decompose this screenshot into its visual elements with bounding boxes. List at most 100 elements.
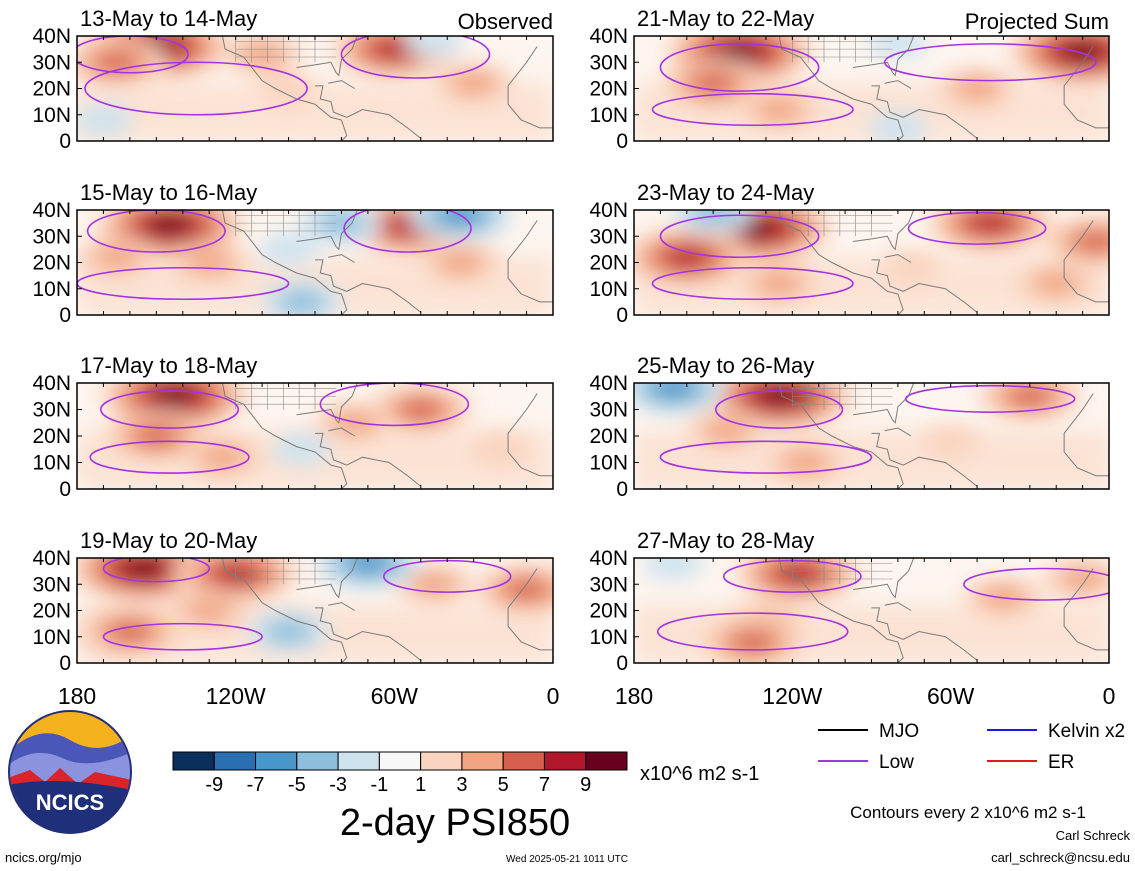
map-panel: 40N 30N 20N 10N 0 23-May to 24-May [589, 180, 1110, 327]
footer-author: Carl Schreck [1056, 828, 1131, 843]
low-contour [659, 214, 820, 259]
coastlines [221, 558, 553, 663]
lat-tick-label: 10N [589, 278, 628, 301]
lat-tick-label: 40N [589, 547, 628, 570]
coastlines [221, 383, 553, 489]
map-panel: 40N 30N 20N 10N 0 13-May to 14-May Observed [32, 6, 554, 153]
lat-tick-label: 30N [589, 51, 628, 74]
colorbar-tick-label: 3 [456, 774, 467, 796]
streamfunction-anomaly [1008, 385, 1052, 407]
low-contour [319, 383, 470, 427]
streamfunction-anomaly [238, 42, 286, 67]
streamfunction-anomaly [666, 247, 707, 267]
colorbar-tick-label: 7 [539, 774, 550, 796]
low-contour [84, 61, 308, 116]
lat-tick-label: 20N [32, 78, 71, 101]
panel-corner-label: Observed [458, 9, 553, 34]
streamfunction-anomaly [702, 418, 750, 443]
lat-tick-label: 20N [32, 252, 71, 275]
lat-tick-label: 40N [589, 372, 628, 395]
lon-tick-label: 180 [58, 683, 96, 709]
colorbar-swatch [543, 751, 587, 771]
lat-tick-label: 10N [589, 626, 628, 649]
lat-tick-label: 0 [59, 130, 71, 153]
streamfunction-anomaly [644, 558, 704, 580]
streamfunction-anomaly [399, 399, 442, 420]
streamfunction-anomaly [346, 558, 390, 574]
panel-date-label: 17-May to 18-May [80, 353, 257, 378]
low-contour [659, 440, 873, 474]
low-contours [77, 36, 491, 116]
streamfunction-anomaly [755, 271, 803, 296]
lon-tick-label: 0 [547, 683, 560, 709]
low-contours [77, 210, 472, 301]
lat-tick-label: 0 [59, 304, 71, 327]
streamfunction-anomaly [953, 76, 1001, 101]
map-panel: 40N 30N 20N 10N 0 21-May to 22-May Projected S… [589, 6, 1110, 153]
streamfunction-anomaly [150, 216, 189, 235]
lat-tick-label: 30N [32, 51, 71, 74]
low-contour [883, 43, 1097, 82]
colorbar-tick-label: -9 [205, 774, 223, 796]
lat-tick-label: 40N [32, 199, 71, 222]
figure-title: 2-day PSI850 [340, 802, 570, 844]
legend-label: Low [879, 752, 914, 773]
lat-tick-label: 30N [32, 399, 71, 422]
lat-tick-label: 30N [32, 573, 71, 596]
colorbar-tick-label: -1 [370, 774, 388, 796]
lat-tick-label: 30N [589, 399, 628, 422]
colorbar-tick-label: 9 [580, 774, 591, 796]
panel-date-label: 15-May to 16-May [80, 180, 257, 205]
streamfunction-anomaly [259, 233, 319, 266]
low-contour [89, 440, 250, 474]
low-contour [86, 210, 226, 253]
lat-tick-label: 30N [32, 225, 71, 248]
contour-note: Contours every 2 x10^6 m2 s-1 [850, 803, 1086, 822]
lat-tick-label: 40N [32, 547, 71, 570]
streamfunction-anomaly [731, 631, 774, 653]
lon-tick-label: 60W [371, 683, 419, 709]
legend-label: Kelvin x2 [1048, 721, 1125, 742]
lat-tick-label: 10N [32, 278, 71, 301]
colorbar-swatch [255, 751, 298, 771]
streamfunction-anomaly [689, 210, 737, 225]
panel-date-label: 25-May to 26-May [637, 353, 814, 378]
colorbar-units: x10^6 m2 s-1 [640, 763, 759, 785]
streamfunction-anomaly [720, 42, 759, 61]
streamfunction-anomaly [185, 598, 233, 623]
low-contour [340, 36, 491, 79]
streamfunction-anomaly [317, 211, 366, 236]
lat-tick-label: 30N [589, 573, 628, 596]
low-contour [77, 36, 189, 74]
colorbar-swatch [296, 751, 339, 771]
lon-tick-label: 180 [615, 683, 653, 709]
coastlines [221, 210, 553, 315]
low-contour [102, 558, 211, 583]
lat-tick-label: 0 [616, 130, 628, 153]
streamfunction-anomaly [93, 245, 141, 270]
coastlines [221, 36, 553, 141]
colorbar-swatch [378, 751, 422, 771]
streamfunction-anomaly [652, 383, 695, 399]
low-contour [77, 266, 290, 301]
colorbar-swatch [461, 751, 504, 771]
colorbar-swatch [213, 751, 257, 771]
streamfunction-anomaly [108, 621, 152, 642]
lat-tick-label: 20N [589, 600, 628, 623]
low-contour [651, 92, 854, 127]
footer-timestamp: Wed 2025-05-21 1011 UTC [506, 854, 628, 865]
colorbar-swatch [420, 751, 463, 771]
streamfunction-anomaly [777, 564, 818, 584]
panel-date-label: 23-May to 24-May [637, 180, 814, 205]
lat-tick-label: 0 [59, 478, 71, 501]
streamfunction-anomaly [970, 213, 1011, 233]
lat-tick-label: 10N [589, 452, 628, 475]
lat-tick-label: 40N [589, 199, 628, 222]
lat-tick-label: 40N [32, 372, 71, 395]
low-contour [715, 390, 844, 429]
streamfunction-anomaly [1063, 42, 1102, 61]
longitude-axis: 180 120W 60W 0 180 120W 60W 0 [58, 683, 1116, 709]
colorbar: -9 -7 -5 -3 -1 1 3 5 7 9 [172, 751, 628, 796]
colorbar-tick-label: -7 [247, 774, 265, 796]
streamfunction-anomaly [738, 219, 778, 238]
